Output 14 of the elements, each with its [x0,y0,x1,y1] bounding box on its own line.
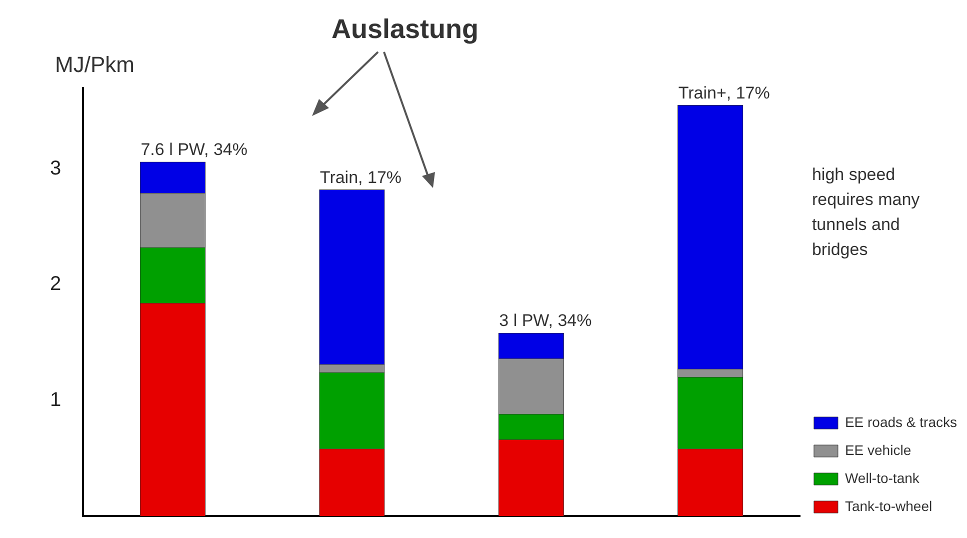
annotation: Train, 17% [320,168,402,187]
y-axis-title: MJ/Pkm [55,52,134,77]
y-tick-label: 3 [50,157,62,180]
legend-label: EE vehicle [844,442,912,458]
legend-label: Well-to-tank [844,470,920,486]
chart-title: Auslastung [331,14,479,44]
legend-label: EE roads & tracks [844,414,958,430]
annotation: 3 l PW, 34% [499,311,592,330]
annotation: 7.6 l PW, 34% [140,140,248,160]
legend-label: Tank-to-wheel [844,498,932,514]
text: high speed requires many tunnels and bridges [812,165,920,259]
y-tick-label: 1 [50,388,62,411]
y-tick-label: 2 [50,273,62,296]
annotation: Train+, 17% [678,83,770,102]
